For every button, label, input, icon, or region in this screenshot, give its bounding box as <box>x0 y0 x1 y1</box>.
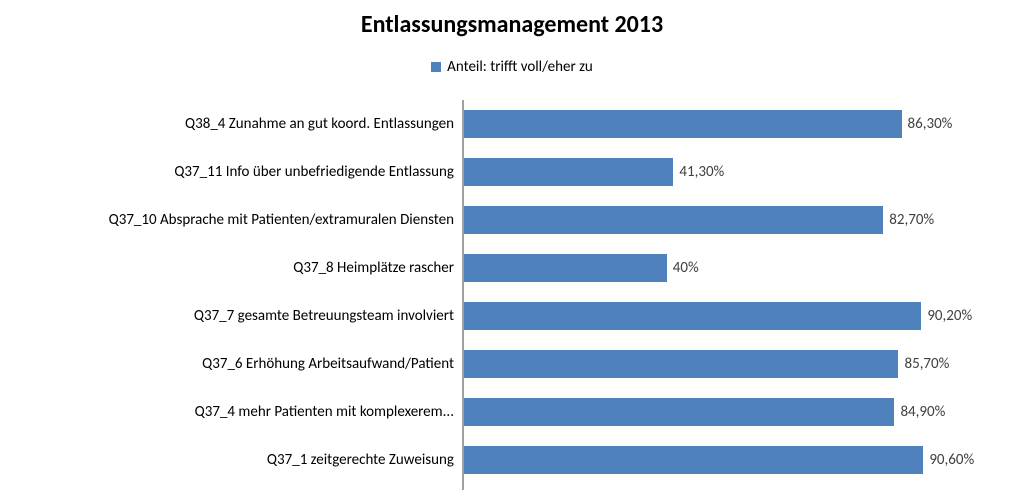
category-label: Q37_11 Info über unbefriedigende Entlass… <box>174 163 454 181</box>
bar-wrap: 90,20% <box>464 302 972 330</box>
category-label: Q37_8 Heimplätze rascher <box>293 259 454 277</box>
bar <box>464 254 667 282</box>
discharge-management-chart: Entlassungsmanagement 2013 Anteil: triff… <box>0 0 1024 501</box>
table-row: Q37_6 Erhöhung Arbeitsaufwand/Patient 85,… <box>0 350 1024 378</box>
category-label: Q38_4 Zunahme an gut koord. Entlassungen <box>185 115 454 133</box>
value-label: 90,60% <box>929 451 974 469</box>
category-label: Q37_1 zeitgerechte Zuweisung <box>267 451 454 469</box>
bar <box>464 446 923 474</box>
bar-wrap: 40% <box>464 254 699 282</box>
bar <box>464 302 921 330</box>
table-row: Q37_4 mehr Patienten mit komplexerem... 8… <box>0 398 1024 426</box>
table-row: Q38_4 Zunahme an gut koord. Entlassungen… <box>0 110 1024 138</box>
value-label: 84,90% <box>900 403 945 421</box>
bar-wrap: 41,30% <box>464 158 724 186</box>
bar-wrap: 90,60% <box>464 446 974 474</box>
table-row: Q37_11 Info über unbefriedigende Entlass… <box>0 158 1024 186</box>
value-label: 86,30% <box>908 115 953 133</box>
legend-swatch <box>431 62 441 72</box>
bar-wrap: 86,30% <box>464 110 952 138</box>
table-row: Q37_10 Absprache mit Patienten/extramura… <box>0 206 1024 234</box>
category-label: Q37_7 gesamte Betreuungsteam involviert <box>194 307 454 325</box>
bar-wrap: 84,90% <box>464 398 945 426</box>
value-label: 40% <box>673 259 699 277</box>
legend-label: Anteil: trifft voll/eher zu <box>447 58 593 76</box>
category-label: Q37_6 Erhöhung Arbeitsaufwand/Patient <box>202 355 454 373</box>
chart-legend: Anteil: trifft voll/eher zu <box>0 58 1024 77</box>
table-row: Q37_1 zeitgerechte Zuweisung 90,60% <box>0 446 1024 474</box>
table-row: Q37_8 Heimplätze rascher 40% <box>0 254 1024 282</box>
chart-title: Entlassungsmanagement 2013 <box>0 10 1024 39</box>
bar <box>464 350 898 378</box>
plot-area: Q38_4 Zunahme an gut koord. Entlassungen… <box>0 100 1024 490</box>
bar <box>464 158 673 186</box>
category-label: Q37_10 Absprache mit Patienten/extramura… <box>109 211 454 229</box>
value-label: 41,30% <box>679 163 724 181</box>
table-row: Q37_7 gesamte Betreuungsteam involviert 9… <box>0 302 1024 330</box>
value-label: 82,70% <box>889 211 934 229</box>
legend-item: Anteil: trifft voll/eher zu <box>431 58 593 76</box>
bar <box>464 398 894 426</box>
bar-wrap: 85,70% <box>464 350 949 378</box>
value-label: 90,20% <box>927 307 972 325</box>
bar <box>464 206 883 234</box>
category-label: Q37_4 mehr Patienten mit komplexerem... <box>195 403 454 421</box>
value-label: 85,70% <box>904 355 949 373</box>
bar-wrap: 82,70% <box>464 206 934 234</box>
bar <box>464 110 902 138</box>
